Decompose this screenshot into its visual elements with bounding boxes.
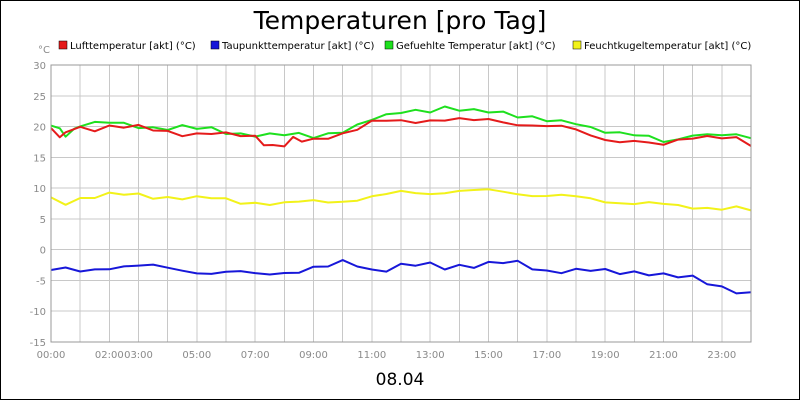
x-tick-label: 21:00 <box>649 350 678 361</box>
x-tick-label: 00:00 <box>37 350 66 361</box>
y-tick-label: 30 <box>33 61 46 72</box>
legend-label: Taupunkttemperatur [akt] (°C) <box>221 41 374 52</box>
x-tick-label: 23:00 <box>707 350 736 361</box>
y-tick-label: 15 <box>33 153 46 164</box>
y-tick-label: -5 <box>36 276 46 287</box>
x-tick-label: 17:00 <box>532 350 561 361</box>
series-line-1 <box>50 259 752 295</box>
legend-swatch <box>210 40 220 50</box>
chart-title: Temperaturen [pro Tag] <box>253 6 547 35</box>
legend-label: Gefuehlte Temperatur [akt] (°C) <box>396 41 556 52</box>
x-tick-label: 13:00 <box>416 350 445 361</box>
legend-label: Lufttemperatur [akt] (°C) <box>70 41 196 52</box>
y-unit-label: °C <box>38 45 50 56</box>
x-tick-label: 09:00 <box>299 350 328 361</box>
x-axis: 00:00 02:00 03:00 05:00 07:00 09:00 11:00 13:00… <box>37 350 737 361</box>
y-tick-label: 20 <box>33 123 46 134</box>
x-tick-label: 19:00 <box>591 350 620 361</box>
x-axis-date-label: 08.04 <box>376 370 425 390</box>
plot-area-border <box>50 64 752 343</box>
y-tick-label: -15 <box>30 338 46 349</box>
x-tick-label: 07:00 <box>241 350 270 361</box>
x-tick-label: 15:00 <box>474 350 503 361</box>
legend-swatch <box>58 40 68 50</box>
x-tick-label: 05:00 <box>182 350 211 361</box>
x-tick-label: 02:00 <box>95 350 124 361</box>
series-line-0 <box>50 117 752 148</box>
legend-swatch <box>384 40 394 50</box>
y-axis: 30 25 20 15 10 5 0 -5 -10 -15 <box>30 61 46 349</box>
legend: Lufttemperatur [akt] (°C) Taupunkttempera… <box>58 40 751 52</box>
y-tick-label: 0 <box>40 246 46 257</box>
x-tick-label: 11:00 <box>357 350 386 361</box>
legend-swatch <box>572 40 582 50</box>
grid <box>51 64 751 343</box>
series-line-3 <box>50 188 752 212</box>
y-tick-label: 25 <box>33 92 46 103</box>
y-tick-label: 10 <box>33 184 46 195</box>
y-tick-label: 5 <box>40 215 46 226</box>
series-group <box>50 105 752 295</box>
legend-label: Feuchtkugeltemperatur [akt] (°C) <box>584 41 751 52</box>
x-tick-label: 03:00 <box>124 350 153 361</box>
y-tick-label: -10 <box>30 307 46 318</box>
